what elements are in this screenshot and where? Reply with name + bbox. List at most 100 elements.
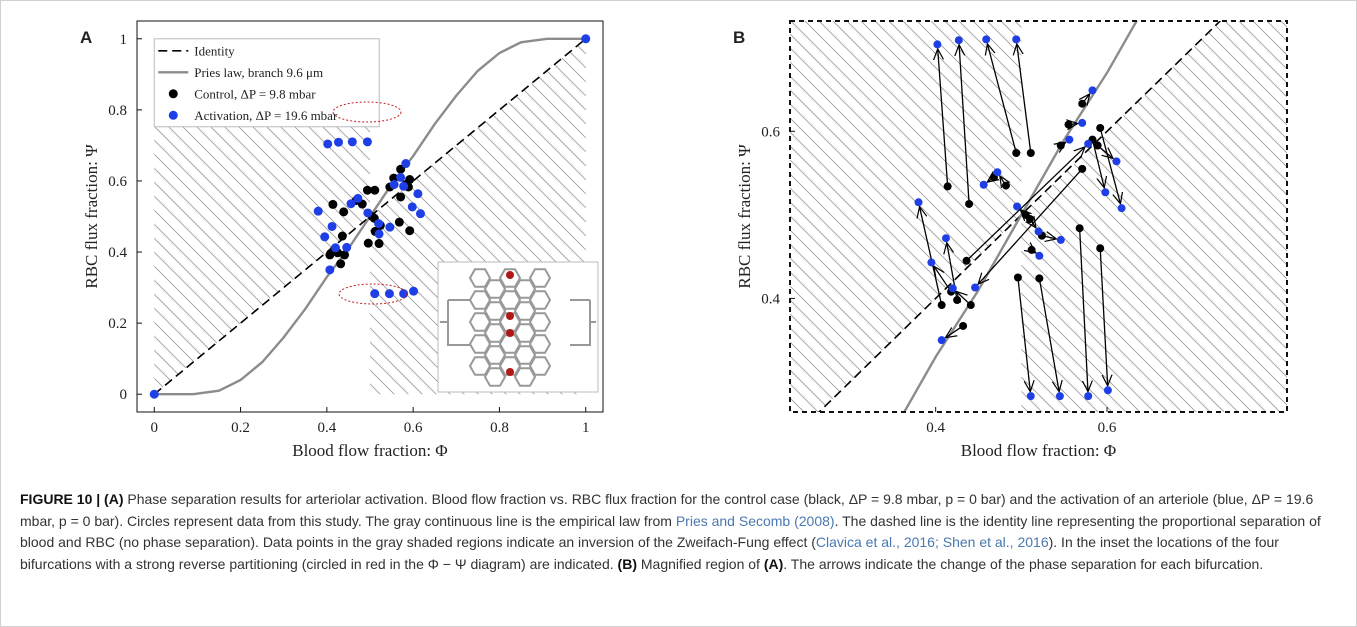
data-point (1084, 392, 1093, 401)
legend-label: Control, ΔP = 9.8 mbar (194, 86, 316, 101)
data-point (927, 258, 936, 267)
data-point (1056, 141, 1065, 150)
x-tick-label: 0.4 (926, 420, 945, 436)
data-point (948, 284, 957, 293)
inset-lines (440, 268, 596, 387)
data-point (979, 180, 988, 189)
data-point (370, 185, 380, 195)
x-tick-label: 0.6 (404, 420, 423, 436)
data-point (1075, 224, 1084, 233)
axes-frame (136, 20, 604, 413)
data-point (1101, 188, 1110, 197)
data-point (374, 239, 384, 249)
data-point (353, 193, 363, 203)
y-tick-label: 0 (120, 387, 128, 403)
data-point (1026, 149, 1035, 158)
legend-marker (168, 89, 178, 99)
y-tick-label: 0.4 (108, 245, 127, 261)
x-axis-label: Blood flow fraction: Φ (961, 441, 1116, 460)
inset-network (437, 261, 599, 393)
data-point (340, 250, 350, 260)
x-axis-label: Blood flow fraction: Φ (292, 441, 447, 460)
data-point (407, 202, 417, 212)
network-cell (483, 367, 507, 387)
change-arrow (959, 45, 970, 205)
x-tick-label: 0.4 (317, 420, 336, 436)
data-point (1065, 135, 1074, 144)
change-arrow (1099, 248, 1107, 386)
legend-label: Pries law, branch 9.6 μm (194, 65, 323, 80)
data-point (1084, 139, 1093, 148)
caption-text: Phase separation results for arteriolar … (20, 491, 1314, 529)
data-point (965, 199, 974, 208)
overlay (332, 101, 599, 393)
caption-bold: FIGURE 10 | (A) (20, 491, 124, 507)
data-point (409, 286, 419, 296)
caption-link[interactable]: Clavica et al., 2016; Shen et al., 2016 (815, 534, 1049, 550)
data-point (327, 221, 337, 231)
data-point (325, 265, 335, 275)
caption-link[interactable]: Pries and Secomb (2008) (675, 512, 835, 529)
data-point (1013, 202, 1022, 211)
data-point (1025, 215, 1034, 224)
axes-frame (789, 20, 1288, 413)
change-arrow (1078, 228, 1088, 391)
data-point (1013, 273, 1022, 282)
network-cell (498, 268, 522, 288)
caption-text: Magnified region of (636, 555, 764, 572)
data-point (1096, 123, 1105, 132)
network-cell (468, 334, 492, 354)
change-arrow (1017, 44, 1032, 154)
data-point (1078, 164, 1087, 173)
data-point (337, 231, 347, 241)
legend-box (153, 38, 380, 128)
data-point (374, 219, 384, 229)
data-point (313, 206, 323, 216)
data-point (933, 40, 942, 49)
data-point (342, 242, 352, 252)
plot-area (790, 21, 1287, 412)
legend-marker (168, 110, 178, 120)
data-point (1012, 149, 1021, 158)
change-arrow (1099, 127, 1120, 204)
data-point (581, 34, 591, 44)
caption: FIGURE 10 | (A) Phase separation results… (20, 489, 1342, 575)
data-point (384, 289, 394, 299)
caption-text: ). In the inset the locations of the fou… (20, 534, 1279, 572)
y-axis-label: RBC flux fraction: Ψ (82, 144, 101, 289)
data-point (405, 226, 415, 236)
identity-line (817, 21, 1222, 412)
caption-bold: (B) (617, 555, 637, 572)
bifurcation-dot (506, 312, 514, 320)
data-point (320, 232, 330, 242)
data-point (1012, 35, 1021, 44)
data-point (1112, 157, 1121, 166)
data-point (1096, 244, 1105, 253)
caption-bold: (A) (763, 555, 784, 572)
network-cell (528, 334, 552, 354)
network-cell (483, 279, 507, 299)
data-point (385, 222, 395, 232)
change-arrow (966, 147, 1085, 262)
network-cell (513, 323, 537, 343)
data-point (363, 238, 373, 248)
shaded-region (154, 38, 370, 395)
data-point (401, 159, 411, 169)
y-tick-label: 0.2 (108, 316, 127, 332)
data-point (362, 137, 372, 147)
data-point (334, 137, 344, 147)
x-tick-label: 0 (151, 420, 159, 436)
y-tick-label: 0.6 (761, 124, 780, 140)
network-cell (513, 367, 537, 387)
data-point (1001, 181, 1010, 190)
data-point (937, 301, 946, 310)
legend: Identity Pries law, branch 9.6 μm Control,… (153, 38, 380, 128)
data-point (1078, 99, 1087, 108)
highlight-ellipse (338, 283, 408, 305)
network-cell (513, 279, 537, 299)
network-cell (468, 268, 492, 288)
data-point (415, 209, 425, 219)
change-arrow (1038, 278, 1059, 391)
